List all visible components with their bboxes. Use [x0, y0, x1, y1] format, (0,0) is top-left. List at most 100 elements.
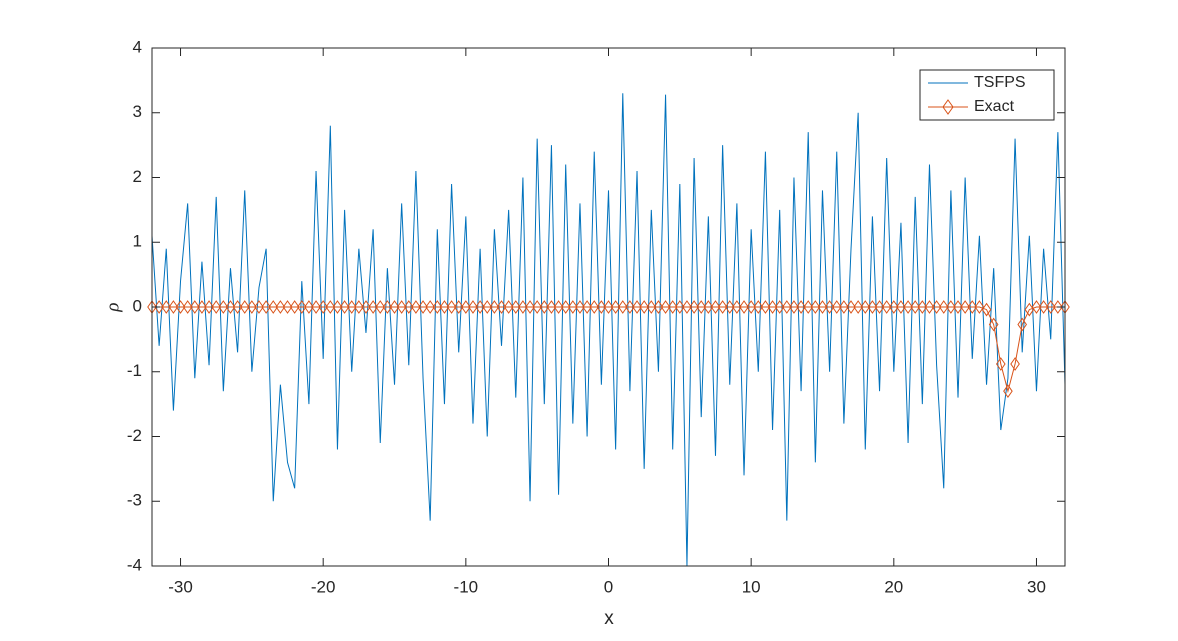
diamond-marker	[218, 300, 229, 314]
diamond-marker	[938, 300, 949, 314]
diamond-marker	[346, 300, 357, 314]
diamond-marker	[482, 300, 493, 314]
diamond-marker	[667, 300, 678, 314]
diamond-marker	[268, 300, 279, 314]
diamond-marker	[168, 300, 179, 314]
diamond-marker	[917, 300, 928, 314]
diamond-marker	[382, 300, 393, 314]
diamond-marker	[817, 300, 828, 314]
y-axis-label: ρ	[102, 302, 123, 312]
diamond-marker	[361, 300, 371, 314]
x-tick-label: 10	[742, 577, 761, 596]
diamond-marker	[960, 300, 970, 314]
diamond-marker	[368, 300, 378, 314]
diamond-marker	[339, 300, 350, 314]
diamond-marker	[475, 300, 485, 314]
diamond-marker	[154, 300, 164, 314]
diamond-marker	[261, 300, 271, 314]
diamond-marker	[660, 300, 671, 314]
diamond-marker	[232, 300, 243, 314]
diamond-marker	[867, 300, 878, 314]
diamond-marker	[282, 300, 293, 314]
diamond-marker	[767, 300, 778, 314]
diamond-marker	[889, 300, 899, 314]
diamond-marker	[325, 300, 336, 314]
diamond-marker	[425, 300, 435, 314]
diamond-marker	[903, 300, 913, 314]
y-tick-label: -2	[127, 426, 142, 445]
diamond-marker	[689, 300, 699, 314]
diamond-marker	[1031, 300, 1042, 314]
y-tick-label: 0	[133, 296, 142, 315]
diamond-marker	[189, 300, 200, 314]
diamond-marker	[682, 300, 692, 314]
diamond-marker	[204, 300, 214, 314]
diamond-marker	[296, 300, 307, 314]
x-axis-label: x	[604, 608, 614, 629]
y-tick-label: -1	[127, 361, 142, 380]
diamond-marker	[981, 302, 992, 317]
plot-layer	[147, 93, 1070, 567]
diamond-marker	[596, 300, 607, 314]
diamond-marker	[275, 300, 286, 314]
diamond-marker	[560, 300, 571, 314]
diamond-marker	[182, 300, 193, 314]
diamond-marker	[703, 300, 714, 314]
diamond-marker	[432, 300, 443, 314]
legend-box	[919, 69, 1055, 121]
diamond-marker	[332, 300, 343, 314]
legend-marker	[942, 99, 954, 115]
diamond-marker	[589, 300, 600, 314]
diamond-marker	[639, 300, 649, 314]
diamond-marker	[625, 300, 635, 314]
diamond-marker	[546, 300, 557, 314]
x-tick-label: 30	[1027, 577, 1046, 596]
diamond-marker	[389, 300, 400, 314]
diamond-marker	[318, 300, 328, 314]
y-tick-label: 4	[133, 37, 142, 56]
diamond-marker	[1010, 357, 1020, 371]
diamond-marker	[739, 300, 749, 314]
diamond-marker	[575, 300, 585, 314]
diamond-marker	[953, 300, 963, 314]
diamond-marker	[910, 300, 921, 314]
diamond-marker	[568, 300, 578, 314]
diamond-marker	[525, 300, 535, 314]
diamond-marker	[1038, 300, 1049, 314]
diamond-marker	[782, 300, 792, 314]
diamond-marker	[610, 300, 621, 314]
diamond-marker	[553, 300, 564, 314]
diamond-marker	[446, 300, 457, 314]
diamond-marker	[617, 300, 628, 314]
diamond-marker	[354, 300, 364, 314]
diamond-marker	[732, 300, 742, 314]
x-tick-label: -20	[311, 577, 336, 596]
diamond-marker	[411, 300, 421, 314]
diamond-marker	[247, 300, 257, 314]
y-tick-label: -4	[127, 555, 142, 574]
diamond-marker	[796, 300, 806, 314]
diamond-marker	[582, 300, 592, 314]
diamond-marker	[396, 300, 407, 314]
diamond-marker	[789, 300, 799, 314]
diamond-marker	[418, 300, 428, 314]
diamond-marker	[853, 300, 863, 314]
diamond-marker	[503, 300, 514, 314]
diamond-marker	[254, 300, 264, 314]
diamond-marker	[803, 300, 814, 314]
diamond-marker	[824, 300, 835, 314]
diamond-marker	[846, 300, 856, 314]
diamond-marker	[225, 300, 236, 314]
y-tick-label: 1	[133, 232, 142, 251]
x-tick-label: -10	[454, 577, 479, 596]
x-tick-label: -30	[168, 577, 193, 596]
diamond-marker	[211, 300, 222, 314]
diamond-marker	[539, 300, 550, 314]
diamond-marker	[239, 300, 250, 314]
diamond-marker	[461, 300, 471, 314]
diamond-marker	[839, 300, 849, 314]
diamond-marker	[874, 300, 885, 314]
diamond-marker	[896, 300, 906, 314]
diamond-marker	[632, 300, 642, 314]
